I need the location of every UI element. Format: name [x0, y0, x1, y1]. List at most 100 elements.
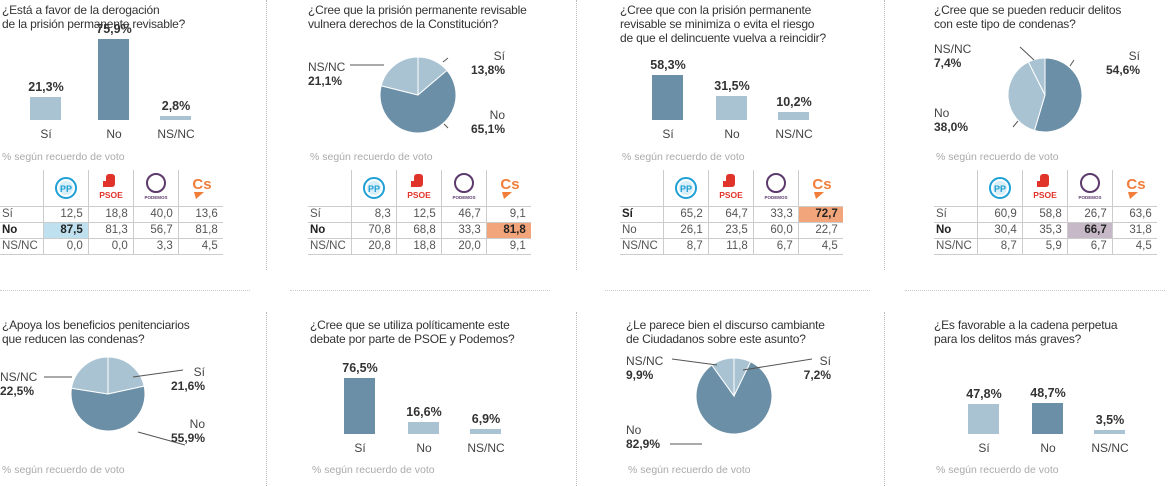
party-header-cs: Cs — [485, 170, 531, 206]
leader-line — [1069, 59, 1075, 67]
svg-text:PSOE: PSOE — [1033, 190, 1057, 200]
party-header-psoe: PSOE — [707, 170, 754, 206]
bar-category-label: Sí — [662, 127, 674, 141]
party-header-cs: Cs — [797, 170, 843, 206]
pie-label-si: Sí 54,6% — [1080, 49, 1140, 77]
pie-label-si: Sí 7,2% — [771, 354, 831, 382]
table-cell: 8,7 — [976, 238, 1023, 255]
bar-category-label: NS/NC — [157, 127, 195, 141]
bar-value-label: 47,8% — [966, 386, 1002, 401]
question-title: debate por parte de PSOE y Podemos? — [310, 332, 515, 346]
question-title: para los delitos más graves? — [934, 332, 1082, 346]
cs-logo-icon: Cs — [192, 176, 211, 199]
table-cell: 6,7 — [752, 238, 799, 255]
table-row: No 26,1 23,5 60,0 22,7 — [620, 222, 843, 239]
party-header-psoe: PSOE — [1021, 170, 1068, 206]
table-cell: 35,3 — [1021, 222, 1068, 239]
table-cell: 12,5 — [395, 205, 442, 223]
table-row: Sí 65,2 64,7 33,3 72,7 — [620, 205, 843, 223]
question-title: que reducen las condenas? — [2, 332, 145, 346]
pie-label-nsnc: NS/NC 7,4% — [934, 42, 971, 70]
question-title: ¿Es favorable a la cadena perpetua — [934, 318, 1118, 332]
party-header-psoe: PSOE — [395, 170, 442, 206]
vote-recall-note: % según recuerdo de voto — [936, 151, 1059, 163]
party-vote-table: PP PSOE PODEMOS Cs Sí 60,9 58,8 26,7 63,6 No 30,4 3… — [934, 170, 1157, 255]
pie-slice-no — [70, 385, 146, 432]
pie-slice-si — [417, 56, 448, 97]
question-title: ¿Está a favor de la derogación — [2, 3, 160, 17]
pie-category: Sí — [819, 354, 831, 368]
pie-label-nsnc: NS/NC 22,5% — [0, 370, 37, 398]
pie-label-no: No 65,1% — [445, 108, 505, 136]
row-divider — [0, 290, 250, 291]
bar-category-label: Sí — [40, 127, 52, 141]
question-title: revisable se minimiza o evita el riesgo — [620, 17, 815, 31]
psoe-logo-icon: PSOE — [1033, 173, 1057, 200]
vote-recall-note: % según recuerdo de voto — [622, 151, 745, 163]
table-cell: 68,8 — [395, 222, 442, 239]
svg-text:Cs: Cs — [812, 176, 831, 193]
bar-value-label: 75,9% — [96, 22, 132, 37]
row-label: No — [308, 222, 352, 239]
table-cell: 60,0 — [752, 222, 799, 239]
pp-logo-icon: PP — [54, 176, 77, 199]
table-row: Sí 60,9 58,8 26,7 63,6 — [934, 205, 1157, 223]
party-header-row: PP PSOE PODEMOS Cs — [620, 170, 843, 206]
row-label: Sí — [0, 205, 44, 223]
table-cell: 40,0 — [132, 205, 179, 223]
vote-recall-note: % según recuerdo de voto — [310, 151, 433, 163]
row-divider — [290, 290, 550, 291]
cs-logo-icon: Cs — [812, 176, 831, 199]
svg-text:PODEMOS: PODEMOS — [1078, 195, 1101, 200]
table-cell: 81,8 — [177, 222, 223, 239]
pie-value: 22,5% — [0, 384, 35, 398]
party-header-podemos: PODEMOS — [132, 170, 179, 206]
party-header-pp: PP — [350, 170, 397, 206]
pie-value: 54,6% — [1105, 63, 1140, 77]
table-cell: 81,3 — [87, 222, 134, 239]
column-divider — [576, 312, 577, 486]
pie-value: 7,2% — [803, 368, 831, 382]
bar-si — [968, 403, 999, 434]
vote-recall-note: % según recuerdo de voto — [936, 464, 1059, 476]
column-divider — [884, 0, 885, 270]
table-cell: 70,8 — [350, 222, 397, 239]
svg-text:Cs: Cs — [500, 176, 519, 193]
row-label: No — [620, 222, 664, 239]
bar-nsnc — [470, 428, 501, 434]
row-label: Sí — [934, 205, 978, 223]
pie-label-nsnc: NS/NC 21,1% — [308, 60, 345, 88]
question-title: de la prisión permanente revisable? — [2, 17, 186, 31]
table-cell: 0,0 — [87, 238, 134, 255]
table-row: NS/NC 8,7 11,8 6,7 4,5 — [620, 238, 843, 255]
table-cell: 20,0 — [440, 238, 487, 255]
question-title: ¿Cree que con la prisión permanente — [620, 3, 812, 17]
table-cell: 9,1 — [485, 205, 531, 223]
row-label: Sí — [308, 205, 352, 223]
pie-category: NS/NC — [0, 370, 38, 384]
column-divider — [576, 0, 577, 270]
pie-slice-no — [695, 361, 773, 435]
bar-nsnc — [778, 112, 809, 120]
row-divider — [605, 290, 870, 291]
table-cell: 72,7 — [797, 205, 843, 223]
bar-value-label: 2,8% — [161, 99, 191, 113]
table-cell: 31,8 — [1111, 222, 1157, 239]
pie-category: Sí — [1128, 49, 1140, 63]
bar-no — [716, 95, 747, 120]
table-cell: 0,0 — [42, 238, 89, 255]
pie-category: No — [934, 106, 950, 120]
bar-category-label: No — [416, 441, 432, 455]
bar-nsnc — [160, 116, 191, 120]
bar-value-label: 10,2% — [776, 95, 812, 110]
table-cell: 26,7 — [1066, 205, 1113, 223]
table-row: No 70,8 68,8 33,3 81,8 — [308, 222, 531, 239]
row-label: NS/NC — [620, 238, 664, 255]
table-row: No 30,4 35,3 66,7 31,8 — [934, 222, 1157, 239]
pie-value: 21,1% — [308, 74, 343, 88]
table-row: No 87,5 81,3 56,7 81,8 — [0, 222, 223, 239]
question-title: vulnera derechos de la Constitución? — [308, 17, 499, 31]
svg-text:PODEMOS: PODEMOS — [764, 195, 787, 200]
bar-category-label: NS/NC — [467, 441, 505, 455]
table-cell: 26,1 — [662, 222, 709, 239]
